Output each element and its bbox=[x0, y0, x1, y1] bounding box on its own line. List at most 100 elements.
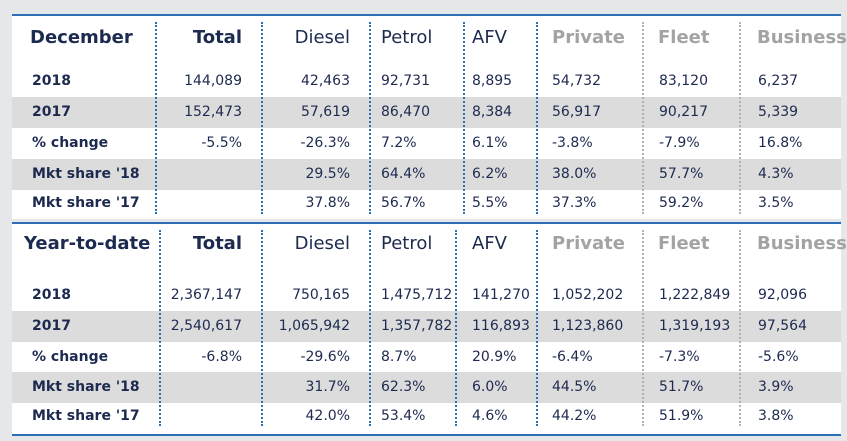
col-header-diesel: Diesel bbox=[294, 27, 350, 48]
col-header-petrol: Petrol bbox=[381, 27, 433, 48]
row-label: % change bbox=[32, 349, 109, 365]
row-label: 2018 bbox=[32, 73, 71, 89]
cell-fleet: 1,222,849 bbox=[659, 287, 731, 303]
table-row: % change -5.5% -26.3% 7.2% 6.1% -3.8% -7… bbox=[12, 128, 841, 159]
row-label: Mkt share '17 bbox=[32, 408, 140, 424]
column-divider bbox=[369, 230, 371, 426]
cell-private: 44.2% bbox=[552, 408, 597, 424]
cell-afv: 6.1% bbox=[472, 135, 508, 151]
col-header-fleet: Fleet bbox=[658, 233, 710, 254]
cell-business: 4.3% bbox=[758, 166, 794, 182]
cell-petrol: 64.4% bbox=[381, 166, 426, 182]
column-divider bbox=[159, 230, 161, 426]
col-header-diesel: Diesel bbox=[294, 233, 350, 254]
column-divider bbox=[463, 22, 465, 214]
cell-private: 56,917 bbox=[552, 104, 601, 120]
cell-fleet: 51.9% bbox=[659, 408, 704, 424]
column-divider bbox=[455, 230, 457, 426]
cell-afv: 116,893 bbox=[472, 318, 530, 334]
cell-diesel: -26.3% bbox=[300, 135, 350, 151]
row-label: Mkt share '18 bbox=[32, 166, 140, 182]
cell-diesel: 750,165 bbox=[292, 287, 350, 303]
cell-total: -6.8% bbox=[201, 349, 242, 365]
cell-petrol: 8.7% bbox=[381, 349, 417, 365]
col-header-fleet: Fleet bbox=[658, 27, 710, 48]
cell-fleet: -7.3% bbox=[659, 349, 700, 365]
cell-business: 5,339 bbox=[758, 104, 799, 120]
col-header-petrol: Petrol bbox=[381, 233, 433, 254]
cell-diesel: 1,065,942 bbox=[278, 318, 350, 334]
cell-fleet: -7.9% bbox=[659, 135, 700, 151]
column-divider bbox=[739, 22, 741, 214]
column-divider bbox=[369, 22, 371, 214]
cell-total: 2,540,617 bbox=[170, 318, 242, 334]
cell-afv: 4.6% bbox=[472, 408, 508, 424]
cell-afv: 6.2% bbox=[472, 166, 508, 182]
december-table: December Total Diesel Petrol AFV Private… bbox=[12, 14, 847, 219]
cell-private: -3.8% bbox=[552, 135, 593, 151]
ytd-header-row: Year-to-date Total Diesel Petrol AFV Pri… bbox=[12, 224, 847, 264]
column-divider bbox=[642, 230, 644, 426]
table-row: 2018 2,367,147 750,165 1,475,712 141,270… bbox=[12, 280, 841, 311]
cell-business: 16.8% bbox=[758, 135, 803, 151]
cell-petrol: 92,731 bbox=[381, 73, 430, 89]
row-label: 2018 bbox=[32, 287, 71, 303]
cell-fleet: 83,120 bbox=[659, 73, 708, 89]
cell-diesel: -29.6% bbox=[300, 349, 350, 365]
cell-business: 6,237 bbox=[758, 73, 799, 89]
cell-total: 152,473 bbox=[184, 104, 242, 120]
cell-business: 92,096 bbox=[758, 287, 807, 303]
column-divider bbox=[536, 230, 538, 426]
cell-private: -6.4% bbox=[552, 349, 593, 365]
december-title: December bbox=[30, 27, 133, 48]
cell-private: 1,052,202 bbox=[552, 287, 624, 303]
cell-private: 1,123,860 bbox=[552, 318, 624, 334]
cell-diesel: 31.7% bbox=[305, 379, 350, 395]
cell-afv: 5.5% bbox=[472, 195, 508, 211]
table-row: % change -6.8% -29.6% 8.7% 20.9% -6.4% -… bbox=[12, 342, 841, 373]
cell-petrol: 62.3% bbox=[381, 379, 426, 395]
column-divider bbox=[536, 22, 538, 214]
cell-total bbox=[162, 159, 242, 190]
col-header-business: Business bbox=[757, 233, 847, 254]
cell-fleet: 1,319,193 bbox=[659, 318, 731, 334]
row-label: 2017 bbox=[32, 104, 71, 120]
cell-business: 3.5% bbox=[758, 195, 794, 211]
row-label: % change bbox=[32, 135, 109, 151]
col-header-private: Private bbox=[552, 27, 625, 48]
cell-business: 97,564 bbox=[758, 318, 807, 334]
col-header-total: Total bbox=[192, 27, 242, 48]
table-row: Mkt share '18 31.7% 62.3% 6.0% 44.5% 51.… bbox=[12, 372, 841, 403]
row-label: Mkt share '17 bbox=[32, 195, 140, 211]
table-row: Mkt share '17 42.0% 53.4% 4.6% 44.2% 51.… bbox=[12, 401, 841, 432]
cell-business: 3.9% bbox=[758, 379, 794, 395]
cell-fleet: 51.7% bbox=[659, 379, 704, 395]
ytd-table: Year-to-date Total Diesel Petrol AFV Pri… bbox=[12, 222, 847, 436]
cell-petrol: 56.7% bbox=[381, 195, 426, 211]
cell-petrol: 86,470 bbox=[381, 104, 430, 120]
col-header-private: Private bbox=[552, 233, 625, 254]
cell-petrol: 53.4% bbox=[381, 408, 426, 424]
column-divider bbox=[155, 22, 157, 214]
cell-total: 2,367,147 bbox=[170, 287, 242, 303]
cell-fleet: 90,217 bbox=[659, 104, 708, 120]
row-label: Mkt share '18 bbox=[32, 379, 140, 395]
table-row: Mkt share '17 37.8% 56.7% 5.5% 37.3% 59.… bbox=[12, 188, 841, 219]
col-header-afv: AFV bbox=[472, 27, 507, 48]
table-row: 2017 2,540,617 1,065,942 1,357,782 116,8… bbox=[12, 311, 841, 342]
cell-business: -5.6% bbox=[758, 349, 799, 365]
cell-petrol: 1,475,712 bbox=[381, 287, 453, 303]
col-header-total: Total bbox=[192, 233, 242, 254]
cell-diesel: 42,463 bbox=[301, 73, 350, 89]
cell-diesel: 42.0% bbox=[305, 408, 350, 424]
cell-afv: 8,384 bbox=[472, 104, 513, 120]
cell-diesel: 57,619 bbox=[301, 104, 350, 120]
column-divider bbox=[261, 230, 263, 426]
cell-petrol: 1,357,782 bbox=[381, 318, 453, 334]
cell-total: 144,089 bbox=[184, 73, 242, 89]
cell-diesel: 37.8% bbox=[305, 195, 350, 211]
col-header-business: Business bbox=[757, 27, 847, 48]
cell-private: 37.3% bbox=[552, 195, 597, 211]
cell-petrol: 7.2% bbox=[381, 135, 417, 151]
